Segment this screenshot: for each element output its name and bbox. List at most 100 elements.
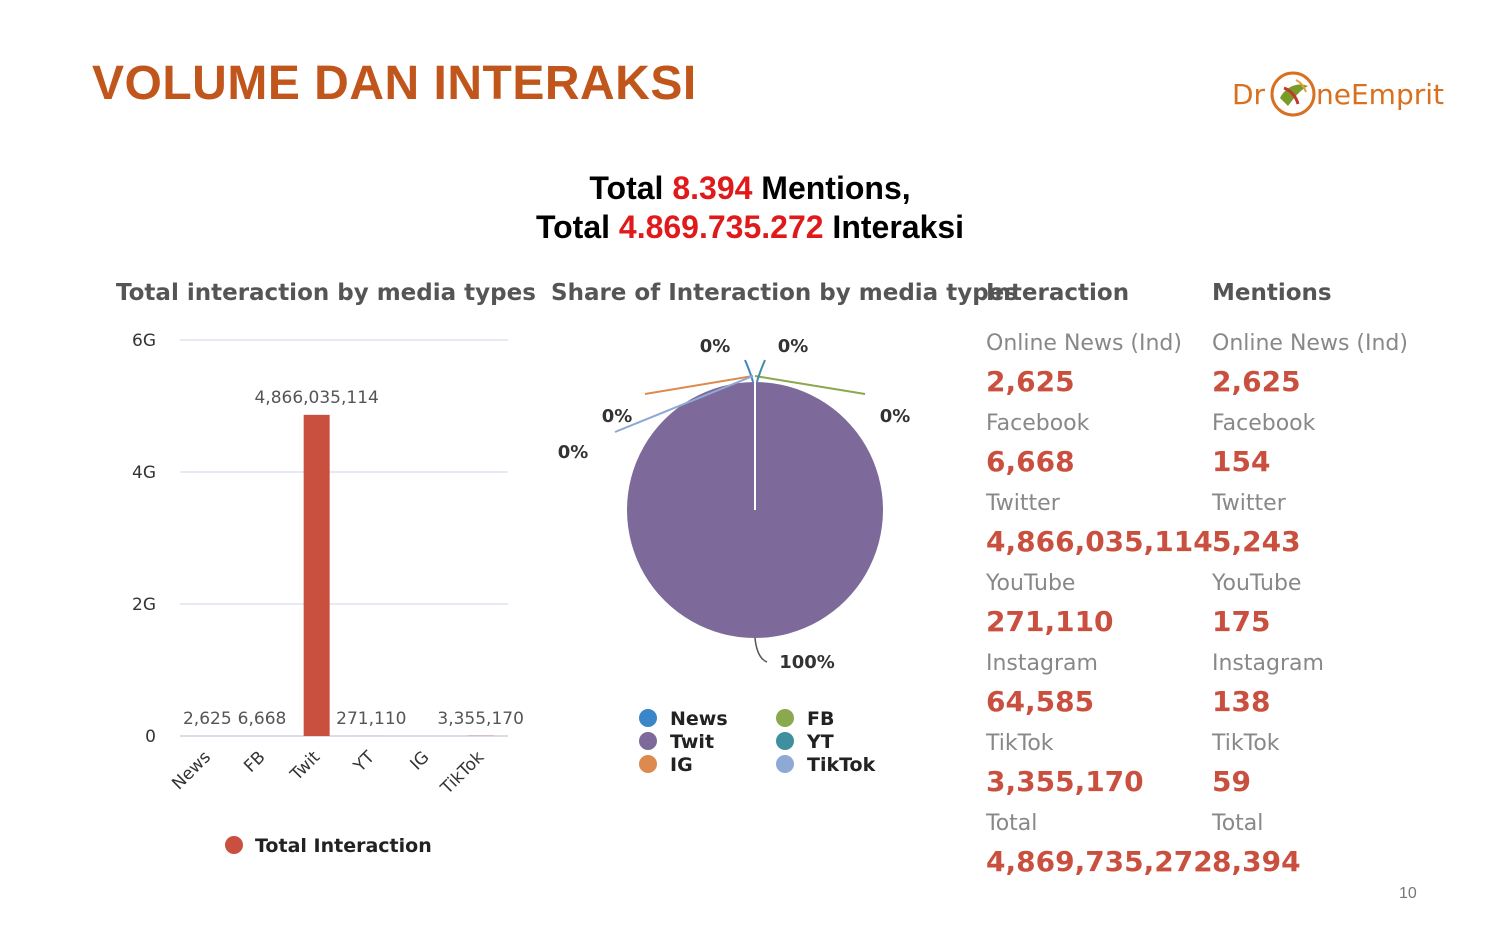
x-tick-label: IG [407,747,434,774]
mentions-list: Online News (Ind) 2,625 Facebook 154 Twitter… [1212,330,1442,890]
stat-value: 64,585 [986,685,1095,718]
stat-value: 2,625 [1212,365,1301,398]
drone-logo-icon [1270,71,1316,117]
pie-leader-line [754,637,768,663]
stat-item: Total 8,394 [1212,810,1442,890]
x-tick-label: News [168,747,215,794]
y-tick-label: 6G [132,331,156,351]
stat-label: Facebook [1212,411,1316,436]
pie-leader-line [754,375,866,395]
y-tick-label: 0 [145,727,156,747]
stat-label: Online News (Ind) [986,331,1182,356]
bar [303,414,330,736]
stat-label: TikTok [986,731,1054,756]
stat-label: Online News (Ind) [1212,331,1408,356]
x-tick-label: Twit [286,747,324,785]
legend-marker [776,709,794,727]
data-label: 3,355,170 [437,709,524,729]
stat-label: TikTok [1212,731,1280,756]
page-number: 10 [1399,885,1417,902]
stat-item: Facebook 154 [1212,410,1442,490]
stat-value: 154 [1212,445,1271,478]
stat-item: Twitter 5,243 [1212,490,1442,570]
pie-slice-label: 100% [779,652,835,673]
stat-item: Facebook 6,668 [986,410,1216,490]
stat-label: Total [986,811,1038,836]
pie-slice-label: 0% [700,336,731,357]
stat-label: Twitter [986,491,1060,516]
mentions-title: Mentions [1212,280,1332,306]
summary-mentions: Total 8.394 Mentions, [0,170,1500,207]
bar-chart: 0 2G 4G 6G 2,625 News 6,668 FB 4,866,035,114 Twit… [132,331,524,857]
stat-item: Instagram 64,585 [986,650,1216,730]
pie-leader-line [756,359,766,383]
y-tick-label: 2G [132,595,156,615]
stat-value: 6,668 [986,445,1075,478]
data-label: 271,110 [336,709,406,729]
pie-leader-line [614,375,754,433]
stat-label: Total [1212,811,1264,836]
stat-item: Online News (Ind) 2,625 [1212,330,1442,410]
legend-label: TikTok [807,754,876,776]
stat-value: 138 [1212,685,1271,718]
logo-text-right: neEmprit [1316,78,1444,111]
y-tick-label: 4G [132,463,156,483]
stat-item: Instagram 138 [1212,650,1442,730]
pie-slice-label: 0% [880,406,911,427]
legend-marker [639,709,657,727]
stat-label: YouTube [1212,571,1302,596]
summary-line2-prefix: Total [535,209,610,245]
interaction-title: Interaction [986,280,1130,306]
pie-chart-title: Share of Interaction by media types [551,280,1018,306]
stat-value: 4,866,035,114 [986,525,1213,558]
stat-item: YouTube 271,110 [986,570,1216,650]
pie-slice-label: 0% [602,406,633,427]
pie-chart: 0% 0% 0% 0% 0% 100% News FB Twit YT IG TikTok [558,336,911,776]
summary-line2-suffix: Interaksi [832,209,965,245]
legend-marker [225,836,243,854]
stat-value: 2,625 [986,365,1075,398]
stat-value: 8,394 [1212,845,1301,878]
stat-label: Facebook [986,411,1090,436]
pie-leader-line [744,359,754,383]
slide-title: VOLUME DAN INTERAKSI [92,57,697,110]
legend-label: Total Interaction [255,835,432,857]
legend-label: News [670,708,728,730]
legend-label: Twit [670,731,714,753]
legend-marker [639,755,657,773]
stat-value: 175 [1212,605,1271,638]
data-label: 6,668 [238,709,287,729]
stat-label: YouTube [986,571,1076,596]
legend-label: FB [807,708,834,730]
bar-chart-title: Total interaction by media types [116,280,536,306]
legend-marker [639,732,657,750]
stat-item: Twitter 4,866,035,114 [986,490,1216,570]
summary-mentions-value: 8.394 [672,170,753,206]
interaction-list: Online News (Ind) 2,625 Facebook 6,668 Twitt… [986,330,1216,890]
stat-item: YouTube 175 [1212,570,1442,650]
stat-label: Instagram [986,651,1098,676]
logo-text-left: Dr [1232,78,1266,111]
stat-value: 5,243 [1212,525,1301,558]
summary-interactions-value: 4.869.735.272 [618,209,824,245]
pie-leader-line [644,375,754,395]
stat-item: TikTok 3,355,170 [986,730,1216,810]
stat-value: 4,869,735,272 [986,845,1213,878]
data-label: 2,625 [183,709,232,729]
stat-value: 271,110 [986,605,1114,638]
stat-label: Instagram [1212,651,1324,676]
legend-marker [776,732,794,750]
stat-value: 59 [1212,765,1251,798]
stat-item: Online News (Ind) 2,625 [986,330,1216,410]
x-tick-label: FB [240,747,269,776]
data-label: 4,866,035,114 [254,388,378,408]
pie-slice-label: 0% [778,336,809,357]
legend-marker [776,755,794,773]
drone-emprit-logo: Dr neEmprit [1232,66,1444,122]
x-tick-label: YT [349,747,379,777]
x-tick-label: TikTok [436,747,488,799]
legend-label: IG [670,754,693,776]
legend-label: YT [806,731,834,753]
stat-label: Twitter [1212,491,1286,516]
stat-item: Total 4,869,735,272 [986,810,1216,890]
